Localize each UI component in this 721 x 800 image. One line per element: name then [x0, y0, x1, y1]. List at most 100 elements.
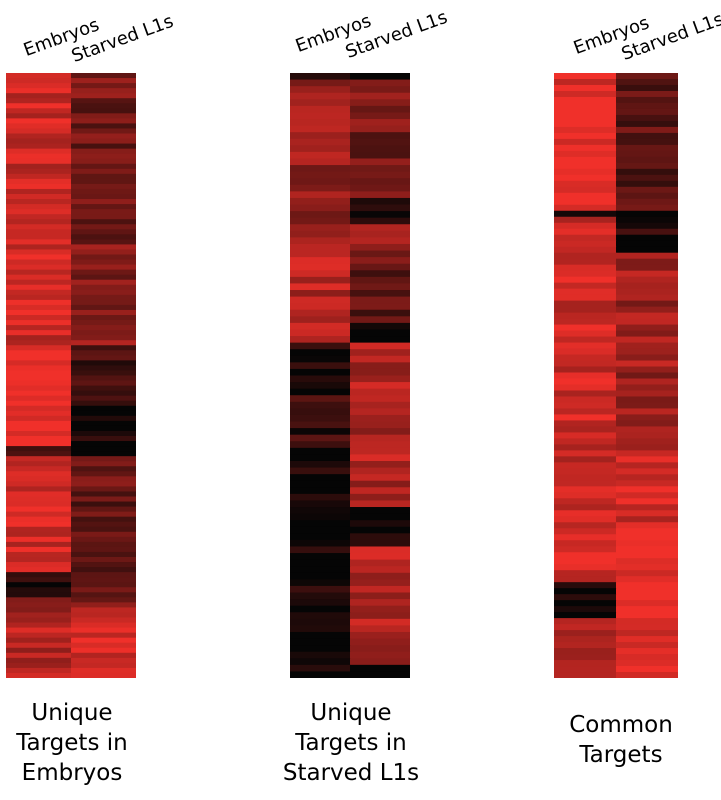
- heatmap-cell: [6, 667, 72, 674]
- heatmap-cell: [6, 536, 72, 543]
- heatmap-cell: [554, 312, 617, 320]
- heatmap-cell: [71, 622, 136, 629]
- heatmap-cell: [350, 211, 410, 219]
- heatmap-cell: [290, 493, 351, 502]
- heatmap-cell: [350, 428, 410, 436]
- heatmap-cell: [71, 415, 136, 422]
- heatmap-cell: [71, 496, 136, 503]
- heatmap-cell: [616, 210, 678, 218]
- heatmap-cell: [6, 194, 72, 200]
- heatmap-cell: [71, 98, 136, 104]
- heatmap-cell: [6, 128, 72, 135]
- heatmap-cell: [6, 582, 72, 588]
- heatmap-cell: [554, 456, 617, 463]
- heatmap-cell: [290, 507, 351, 515]
- heatmap-cell: [71, 466, 136, 472]
- heatmap-cell: [290, 224, 351, 232]
- heatmap-cell: [616, 462, 678, 469]
- heatmap-cell: [6, 531, 72, 538]
- caption-line-1: Unique: [31, 700, 113, 726]
- heatmap-cell: [350, 257, 410, 265]
- heatmap-cell: [554, 120, 617, 128]
- heatmap-cell: [71, 249, 136, 256]
- heatmap-cell: [554, 648, 617, 655]
- heatmap-cell: [290, 638, 351, 646]
- heatmap-cell: [71, 506, 136, 513]
- heatmap-cell: [350, 322, 410, 331]
- heatmap-cell: [290, 257, 351, 265]
- heatmap-cell: [71, 395, 136, 402]
- heatmap-cell: [6, 516, 72, 523]
- heatmap-cell: [554, 630, 617, 637]
- heatmap-cell: [616, 432, 678, 439]
- heatmap-cell: [616, 540, 678, 547]
- heatmap-cell: [71, 541, 136, 548]
- heatmap-cell: [554, 582, 617, 589]
- heatmap-cell: [71, 400, 136, 407]
- heatmap-cell: [290, 428, 351, 436]
- heatmap-cell: [290, 408, 351, 416]
- heatmap-cell: [616, 558, 678, 565]
- heatmap-cell: [554, 73, 617, 80]
- heatmap-cell: [350, 612, 410, 620]
- heatmap-cell: [616, 390, 678, 398]
- heatmap-cell: [616, 246, 678, 254]
- heatmap-cell: [6, 652, 72, 659]
- heatmap-cell: [6, 148, 72, 155]
- heatmap-cell: [71, 234, 136, 240]
- heatmap-cell: [290, 395, 351, 403]
- heatmap-cell: [290, 296, 351, 304]
- heatmap-cell: [290, 513, 351, 521]
- heatmap-cell: [71, 138, 136, 145]
- heatmap-cell: [616, 186, 678, 194]
- heatmap-cell: [350, 217, 410, 225]
- heatmap-cell: [71, 486, 136, 493]
- heatmap-cell: [616, 180, 678, 188]
- heatmap-cell: [554, 420, 617, 428]
- heatmap-cell: [290, 73, 351, 81]
- heatmap-cell: [71, 315, 136, 321]
- heatmap-cell: [554, 618, 617, 625]
- heatmap-cell: [290, 441, 351, 449]
- heatmap-cell: [290, 158, 351, 166]
- heatmap-cell: [554, 96, 617, 104]
- heatmap-cell: [71, 672, 136, 678]
- heatmap-cell: [290, 546, 351, 554]
- heatmap-cell: [616, 384, 678, 392]
- caption-line-3: Starved L1s: [282, 760, 420, 786]
- heatmap-cell: [71, 546, 136, 553]
- heatmap-cell: [350, 191, 410, 199]
- heatmap-cell: [71, 73, 136, 79]
- heatmap-cell: [71, 244, 136, 251]
- heatmap-cell: [350, 651, 410, 659]
- heatmap-cell: [554, 474, 617, 481]
- heatmap-cell: [71, 602, 136, 609]
- heatmap-cell: [350, 355, 410, 363]
- heatmap-cell: [616, 156, 678, 164]
- heatmap-cell: [350, 526, 410, 534]
- heatmap-cell: [6, 647, 72, 654]
- heatmap-cell: [71, 259, 136, 266]
- heatmap-cell: [554, 600, 617, 607]
- heatmap-cell: [616, 192, 678, 200]
- heatmap-cell: [290, 566, 351, 574]
- heatmap-cell: [616, 150, 678, 158]
- heatmap-cell: [71, 405, 136, 412]
- heatmap-cell: [554, 258, 617, 266]
- heatmap-cell: [616, 372, 678, 380]
- heatmap-cell: [290, 336, 351, 344]
- heatmap-cell: [71, 385, 136, 392]
- heatmap-cell: [554, 426, 617, 434]
- heatmap-cell: [6, 209, 72, 215]
- heatmap-cell: [350, 638, 410, 646]
- heatmap-cell: [6, 662, 72, 669]
- heatmap-cell: [350, 487, 410, 495]
- heatmap-cell: [616, 504, 678, 511]
- heatmap-cell: [6, 451, 72, 457]
- heatmap-cell: [71, 617, 136, 624]
- heatmap-cell: [350, 500, 410, 508]
- heatmap-cell: [71, 612, 136, 619]
- heatmap-cell: [71, 294, 136, 301]
- heatmap-cell: [616, 360, 678, 368]
- heatmap-cell: [350, 671, 410, 678]
